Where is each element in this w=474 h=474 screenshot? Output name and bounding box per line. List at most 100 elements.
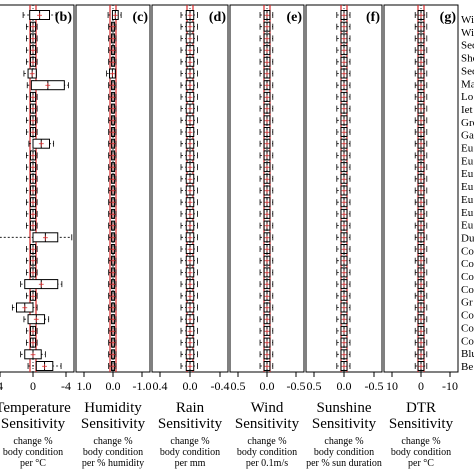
species-label: Gre: [461, 117, 474, 129]
mean-marker: +: [110, 362, 116, 373]
mean-marker: +: [418, 362, 424, 373]
mean-marker: +: [264, 198, 270, 209]
mean-marker: +: [110, 81, 116, 92]
axis-title: Sensitivity: [1, 416, 66, 432]
species-label: Be: [461, 361, 473, 373]
mean-marker: +: [341, 105, 347, 116]
x-tick-label: 4: [0, 379, 3, 393]
mean-marker: +: [264, 81, 270, 92]
mean-marker: +: [187, 362, 193, 373]
mean-marker: +: [30, 210, 36, 221]
mean-marker: +: [418, 46, 424, 57]
mean-marker: +: [187, 268, 193, 279]
panels-group: +++++++++++++++++++++++++++++++4 0 -4(b)Te…: [0, 4, 459, 469]
axis-title: Temperature: [0, 400, 71, 416]
mean-marker: +: [341, 163, 347, 174]
mean-marker: +: [110, 210, 116, 221]
mean-marker: +: [30, 187, 36, 198]
mean-marker: +: [418, 339, 424, 350]
mean-marker: +: [341, 23, 347, 34]
mean-marker: +: [110, 128, 116, 139]
mean-marker: +: [187, 105, 193, 116]
mean-marker: +: [264, 93, 270, 104]
axis-units: change %: [170, 436, 209, 447]
mean-marker: +: [341, 315, 347, 326]
axis-title: Humidity: [84, 400, 142, 416]
mean-marker: +: [30, 257, 36, 268]
mean-marker: +: [341, 257, 347, 268]
mean-marker: +: [264, 292, 270, 303]
mean-marker: +: [110, 292, 116, 303]
mean-marker: +: [264, 140, 270, 151]
x-tick-label: 0.0: [337, 379, 352, 393]
mean-marker: +: [30, 350, 36, 361]
species-label: Co: [461, 258, 474, 270]
panel-letter: (d): [209, 10, 226, 25]
mean-marker: +: [341, 140, 347, 151]
mean-marker: +: [187, 58, 193, 69]
mean-marker: +: [341, 34, 347, 45]
mean-marker: +: [341, 268, 347, 279]
mean-marker: +: [264, 210, 270, 221]
species-label: Eu: [461, 155, 474, 167]
mean-marker: +: [187, 210, 193, 221]
axis-units: change %: [401, 436, 440, 447]
mean-marker: +: [341, 327, 347, 338]
axis-units: body condition: [3, 447, 63, 458]
mean-marker: +: [341, 362, 347, 373]
mean-marker: +: [418, 105, 424, 116]
mean-marker: +: [341, 292, 347, 303]
mean-marker: +: [418, 222, 424, 233]
panel-4: +++++++++++++++++++++++++++++++0.5 0.0 -0.…: [305, 4, 384, 469]
mean-marker: +: [341, 93, 347, 104]
mean-marker: +: [30, 46, 36, 57]
x-tick-label: 0.4: [153, 379, 168, 393]
mean-marker: +: [30, 292, 36, 303]
axis-units: change %: [93, 436, 132, 447]
mean-marker: +: [418, 175, 424, 186]
mean-marker: +: [187, 233, 193, 244]
mean-marker: +: [187, 11, 193, 22]
mean-marker: +: [30, 222, 36, 233]
mean-marker: +: [30, 245, 36, 256]
mean-marker: +: [110, 233, 116, 244]
axis-units: per °C: [20, 458, 46, 469]
mean-marker: +: [341, 58, 347, 69]
mean-marker: +: [30, 198, 36, 209]
mean-marker: +: [110, 350, 116, 361]
panel-letter: (g): [440, 10, 457, 25]
species-label: Blu: [461, 348, 474, 360]
mean-marker: +: [110, 187, 116, 198]
x-tick-label: -4: [61, 379, 71, 393]
species-label: Eu: [461, 181, 474, 193]
mean-marker: +: [30, 327, 36, 338]
mean-marker: +: [110, 163, 116, 174]
mean-marker: +: [264, 70, 270, 81]
mean-marker: +: [187, 245, 193, 256]
mean-marker: +: [30, 58, 36, 69]
mean-marker: +: [42, 233, 48, 244]
mean-marker: +: [110, 175, 116, 186]
mean-marker: +: [30, 268, 36, 279]
mean-marker: +: [418, 292, 424, 303]
mean-marker: +: [418, 233, 424, 244]
mean-marker: +: [110, 93, 116, 104]
axis-units: body condition: [314, 447, 374, 458]
mean-marker: +: [418, 128, 424, 139]
mean-marker: +: [187, 163, 193, 174]
mean-marker: +: [418, 327, 424, 338]
mean-marker: +: [341, 350, 347, 361]
mean-marker: +: [187, 175, 193, 186]
mean-marker: +: [264, 280, 270, 291]
mean-marker: +: [30, 105, 36, 116]
species-label: Co: [461, 322, 474, 334]
mean-marker: +: [110, 304, 116, 315]
mean-marker: +: [418, 93, 424, 104]
axis-title: Sensitivity: [81, 416, 146, 432]
mean-marker: +: [187, 327, 193, 338]
mean-marker: +: [264, 11, 270, 22]
mean-marker: +: [33, 315, 39, 326]
mean-marker: +: [418, 280, 424, 291]
mean-marker: +: [264, 350, 270, 361]
